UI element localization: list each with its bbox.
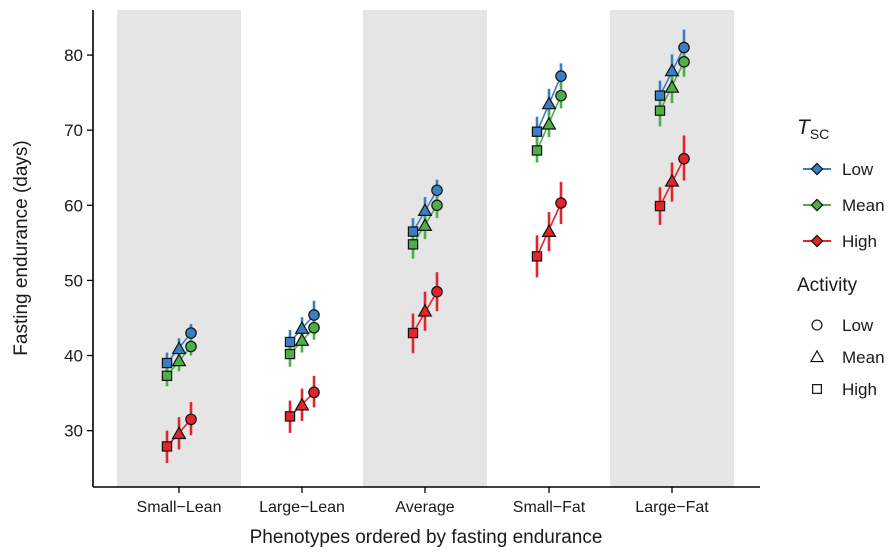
data-point <box>284 336 296 348</box>
data-point <box>161 370 173 382</box>
data-point <box>431 184 443 197</box>
data-point <box>161 357 173 369</box>
axes <box>92 10 760 488</box>
legend-activity-title: Activity <box>797 275 858 296</box>
data-points <box>161 41 690 452</box>
data-point <box>185 413 197 426</box>
data-point <box>284 348 296 360</box>
data-point <box>541 96 557 110</box>
data-point <box>654 200 666 212</box>
y-tick-label: 60 <box>64 196 83 215</box>
data-point <box>161 441 173 452</box>
legend-tsc-label: Low <box>842 160 874 179</box>
data-point <box>654 105 666 116</box>
legend-activity: Activity Low Mean High <box>797 275 885 399</box>
data-point <box>417 217 433 231</box>
legend-tsc: TSC Low Mean High <box>797 116 885 251</box>
x-tick-label: Average <box>395 499 454 516</box>
data-point <box>185 340 197 353</box>
legend-tsc-swatch <box>810 162 824 176</box>
data-point <box>678 56 690 68</box>
data-point <box>664 79 680 93</box>
shaded-band <box>363 10 487 487</box>
data-point <box>541 223 557 237</box>
data-point <box>407 327 419 339</box>
data-point <box>294 397 310 411</box>
legend-tsc-label: High <box>842 232 877 251</box>
y-axis-label: Fasting endurance (days) <box>11 140 32 355</box>
data-point <box>308 309 320 321</box>
legend-activity-swatch <box>809 349 825 363</box>
y-tick-label: 50 <box>64 271 83 290</box>
data-point <box>541 116 557 130</box>
y-tick-label: 30 <box>64 422 83 441</box>
legend-tsc-swatch <box>810 234 824 248</box>
data-point <box>171 426 187 440</box>
data-point <box>308 386 320 399</box>
data-point <box>417 303 433 317</box>
legend-tsc-title-main: T <box>797 116 812 139</box>
data-point <box>678 152 690 165</box>
data-point <box>171 353 187 367</box>
x-ticks: Small−Lean Large−Lean Average Small−Fat Larg… <box>137 487 709 516</box>
data-point <box>284 411 296 422</box>
shaded-band <box>117 10 241 487</box>
legend-activity-label: High <box>842 380 877 399</box>
data-point <box>531 251 543 262</box>
data-point <box>678 41 690 54</box>
legend-activity-swatch <box>812 384 822 394</box>
data-point <box>664 63 680 77</box>
data-point <box>664 173 680 187</box>
y-tick-label: 80 <box>64 46 83 65</box>
y-ticks: 30 40 50 60 70 80 <box>64 46 93 441</box>
data-point <box>555 197 567 209</box>
data-point <box>531 145 543 156</box>
data-point <box>185 327 197 339</box>
data-point <box>431 285 443 298</box>
data-point <box>654 90 666 101</box>
data-point <box>555 70 567 82</box>
legend-activity-swatch <box>811 319 823 331</box>
data-point <box>431 199 443 212</box>
x-tick-label: Small−Fat <box>513 499 586 516</box>
legend-tsc-title-sub: SC <box>810 126 829 142</box>
legend-tsc-label: Mean <box>842 196 885 215</box>
data-point <box>407 239 419 250</box>
data-point <box>407 226 419 237</box>
y-tick-label: 40 <box>64 347 83 366</box>
legend-tsc-title: TSC <box>797 116 829 142</box>
legend-activity-label: Low <box>842 316 874 335</box>
shaded-bands <box>117 10 734 487</box>
x-tick-label: Large−Lean <box>259 499 345 516</box>
x-tick-label: Small−Lean <box>137 499 222 516</box>
data-point <box>294 332 310 346</box>
legend-tsc-swatch <box>810 198 824 212</box>
x-tick-label: Large−Fat <box>635 499 709 516</box>
data-point <box>308 321 320 334</box>
y-tick-label: 70 <box>64 121 83 140</box>
data-point <box>417 202 433 216</box>
legend-activity-label: Mean <box>842 348 885 367</box>
data-point <box>555 89 567 102</box>
x-axis-label: Phenotypes ordered by fasting endurance <box>250 527 603 548</box>
data-point <box>531 126 543 137</box>
